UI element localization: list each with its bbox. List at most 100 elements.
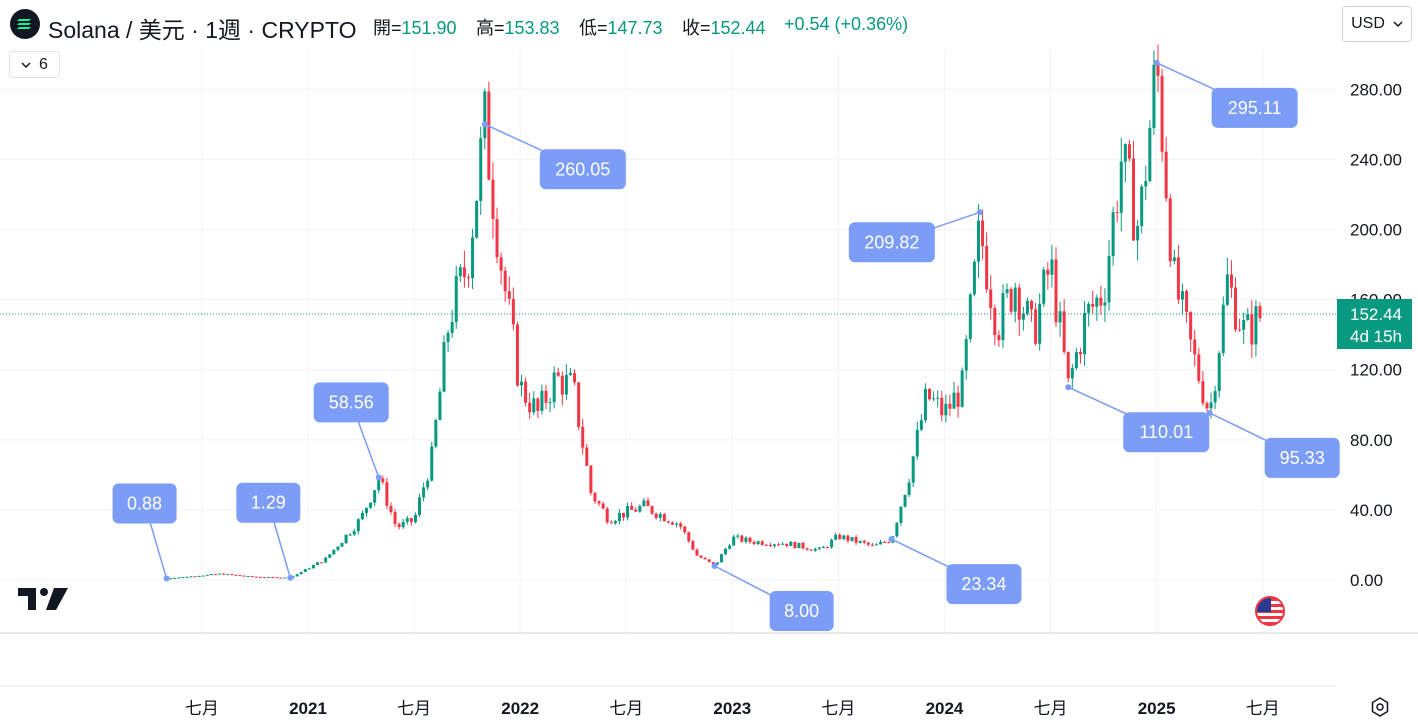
candle-body (279, 577, 283, 579)
candle (409, 517, 413, 526)
candle (201, 575, 205, 577)
candle (487, 81, 491, 181)
candle (299, 571, 303, 575)
candle-body (719, 554, 723, 563)
candle-body (1066, 351, 1070, 379)
candle-body (695, 549, 699, 556)
candle (866, 541, 870, 547)
candle (1095, 294, 1099, 321)
x-tick-label: 2021 (289, 699, 327, 718)
price-annotation[interactable]: 0.88 (112, 483, 177, 582)
candle (385, 477, 389, 510)
price-annotation[interactable]: 295.11 (1153, 59, 1298, 128)
candle-body (817, 547, 821, 549)
candle (646, 497, 650, 507)
candle-body (1160, 75, 1164, 152)
candle-body (556, 372, 560, 376)
candle (246, 575, 250, 577)
candle (471, 228, 475, 290)
candle-body (430, 446, 434, 481)
tradingview-logo-icon[interactable] (18, 586, 68, 617)
x-tick-label: 七月 (1246, 699, 1280, 718)
candle-body (985, 246, 989, 290)
candle-body (826, 547, 830, 549)
candle-body (373, 490, 377, 503)
candle-body (1189, 311, 1193, 340)
candle-body (348, 534, 352, 536)
candle (854, 535, 858, 546)
price-annotation[interactable]: 95.33 (1206, 409, 1340, 478)
candle (458, 264, 462, 283)
annotation-label: 295.11 (1228, 98, 1282, 118)
annotation-label: 209.82 (864, 232, 919, 252)
candle (719, 553, 723, 563)
price-tag-price: 152.44 (1350, 305, 1402, 324)
candle-body (915, 429, 919, 457)
candle-body (169, 578, 173, 580)
candle-body (275, 577, 279, 579)
candle-body (728, 545, 732, 549)
candle-body (670, 522, 674, 525)
candle (226, 574, 230, 576)
indicator-count: 6 (39, 55, 48, 73)
candle (205, 574, 209, 576)
candle-body (340, 542, 344, 547)
candle-body (752, 542, 756, 544)
candle (960, 367, 964, 408)
candles (165, 44, 1262, 580)
price-annotation[interactable]: 1.29 (236, 482, 301, 581)
candle-body (895, 522, 899, 537)
candle (650, 505, 654, 515)
annotation-anchor (1065, 384, 1072, 391)
indicators-collapse-button[interactable]: 6 (9, 51, 60, 78)
candle-body (581, 426, 585, 448)
time-axis[interactable]: 七月 2021 七月 2022 七月 2023 七月 2024 七月 2025 七月 (185, 699, 1280, 718)
candle-body (940, 397, 944, 416)
candle (307, 567, 311, 570)
candle-body (1034, 309, 1038, 344)
candle (724, 547, 728, 556)
candle (1160, 69, 1164, 162)
candle-body (254, 576, 258, 578)
candle-body (960, 370, 964, 407)
price-annotation[interactable]: 58.56 (313, 382, 389, 481)
symbol-title[interactable]: Solana / 美元 · 1週 · CRYPTO (48, 17, 357, 43)
y-tick-label: 200.00 (1350, 221, 1402, 240)
candle (593, 491, 597, 504)
us-flag-icon[interactable] (1255, 596, 1285, 626)
price-annotation[interactable]: 209.82 (848, 209, 983, 263)
candle (1017, 283, 1021, 336)
candle-body (605, 508, 609, 523)
price-annotation[interactable]: 8.00 (711, 562, 834, 631)
price-annotation[interactable]: 110.01 (1065, 384, 1210, 453)
candle-body (573, 373, 577, 383)
candle-body (932, 398, 936, 400)
price-annotation[interactable]: 260.05 (481, 121, 626, 190)
candle (336, 546, 340, 552)
candle (552, 366, 556, 409)
candle-body (968, 294, 972, 340)
candle-body (883, 541, 887, 543)
candle-body (364, 507, 368, 513)
annotation-box (1211, 87, 1298, 128)
candle-body (928, 388, 932, 400)
candle-body (320, 562, 324, 564)
candle-body (209, 574, 213, 576)
candle-body (948, 403, 952, 409)
candle (401, 518, 405, 529)
candle (454, 265, 458, 329)
candle-body (544, 390, 548, 403)
candle (1050, 244, 1054, 288)
candle-body (1021, 313, 1025, 320)
candle-body (699, 555, 703, 558)
price-annotation[interactable]: 23.34 (888, 536, 1022, 605)
settings-icon[interactable] (1368, 695, 1392, 724)
candle-body (438, 391, 442, 421)
currency-button[interactable]: USD (1342, 6, 1412, 42)
candle (968, 292, 972, 343)
candle-body (760, 541, 764, 545)
candle (830, 538, 834, 549)
candle-body (181, 576, 185, 578)
candle (1091, 290, 1095, 314)
